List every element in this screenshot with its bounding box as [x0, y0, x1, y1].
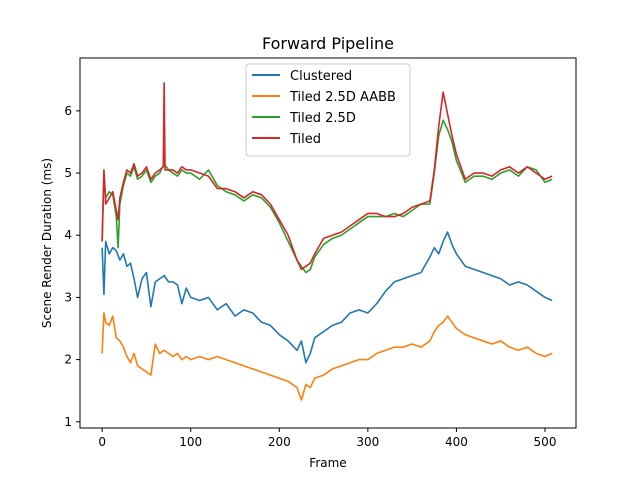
y-axis: 1 2 3 4 5 6	[64, 104, 80, 429]
series-line-tiled-2-5d-aabb	[101, 312, 553, 401]
x-axis: 0 100 200 300 400 500	[98, 428, 556, 449]
chart-title: Forward Pipeline	[262, 34, 394, 53]
y-tick-label: 2	[64, 353, 72, 367]
series-line-tiled	[101, 82, 553, 271]
x-tick-label: 100	[179, 435, 202, 449]
x-tick-label: 200	[268, 435, 291, 449]
y-axis-label: Scene Render Duration (ms)	[40, 158, 54, 328]
x-tick-label: 300	[356, 435, 379, 449]
x-axis-label: Frame	[309, 456, 346, 470]
plot-area	[101, 82, 553, 401]
series-line-clustered	[101, 231, 553, 364]
y-tick-label: 4	[64, 228, 72, 242]
plot-frame	[79, 57, 577, 429]
legend-label: Tiled 2.5D AABB	[289, 90, 396, 105]
legend-label: Tiled	[289, 132, 321, 147]
legend-box	[245, 63, 411, 157]
y-tick-label: 3	[64, 290, 72, 304]
y-tick-label: 6	[64, 104, 72, 118]
x-tick-label: 500	[534, 435, 557, 449]
series-line-tiled-2-5d	[101, 119, 553, 274]
legend-label: Clustered	[290, 69, 352, 84]
legend: Clustered Tiled 2.5D AABB Tiled 2.5D Tiled	[245, 63, 411, 157]
y-tick-label: 5	[64, 166, 72, 180]
x-tick-label: 0	[98, 435, 106, 449]
legend-label: Tiled 2.5D	[289, 111, 356, 126]
y-tick-label: 1	[64, 415, 72, 429]
x-tick-label: 400	[445, 435, 468, 449]
